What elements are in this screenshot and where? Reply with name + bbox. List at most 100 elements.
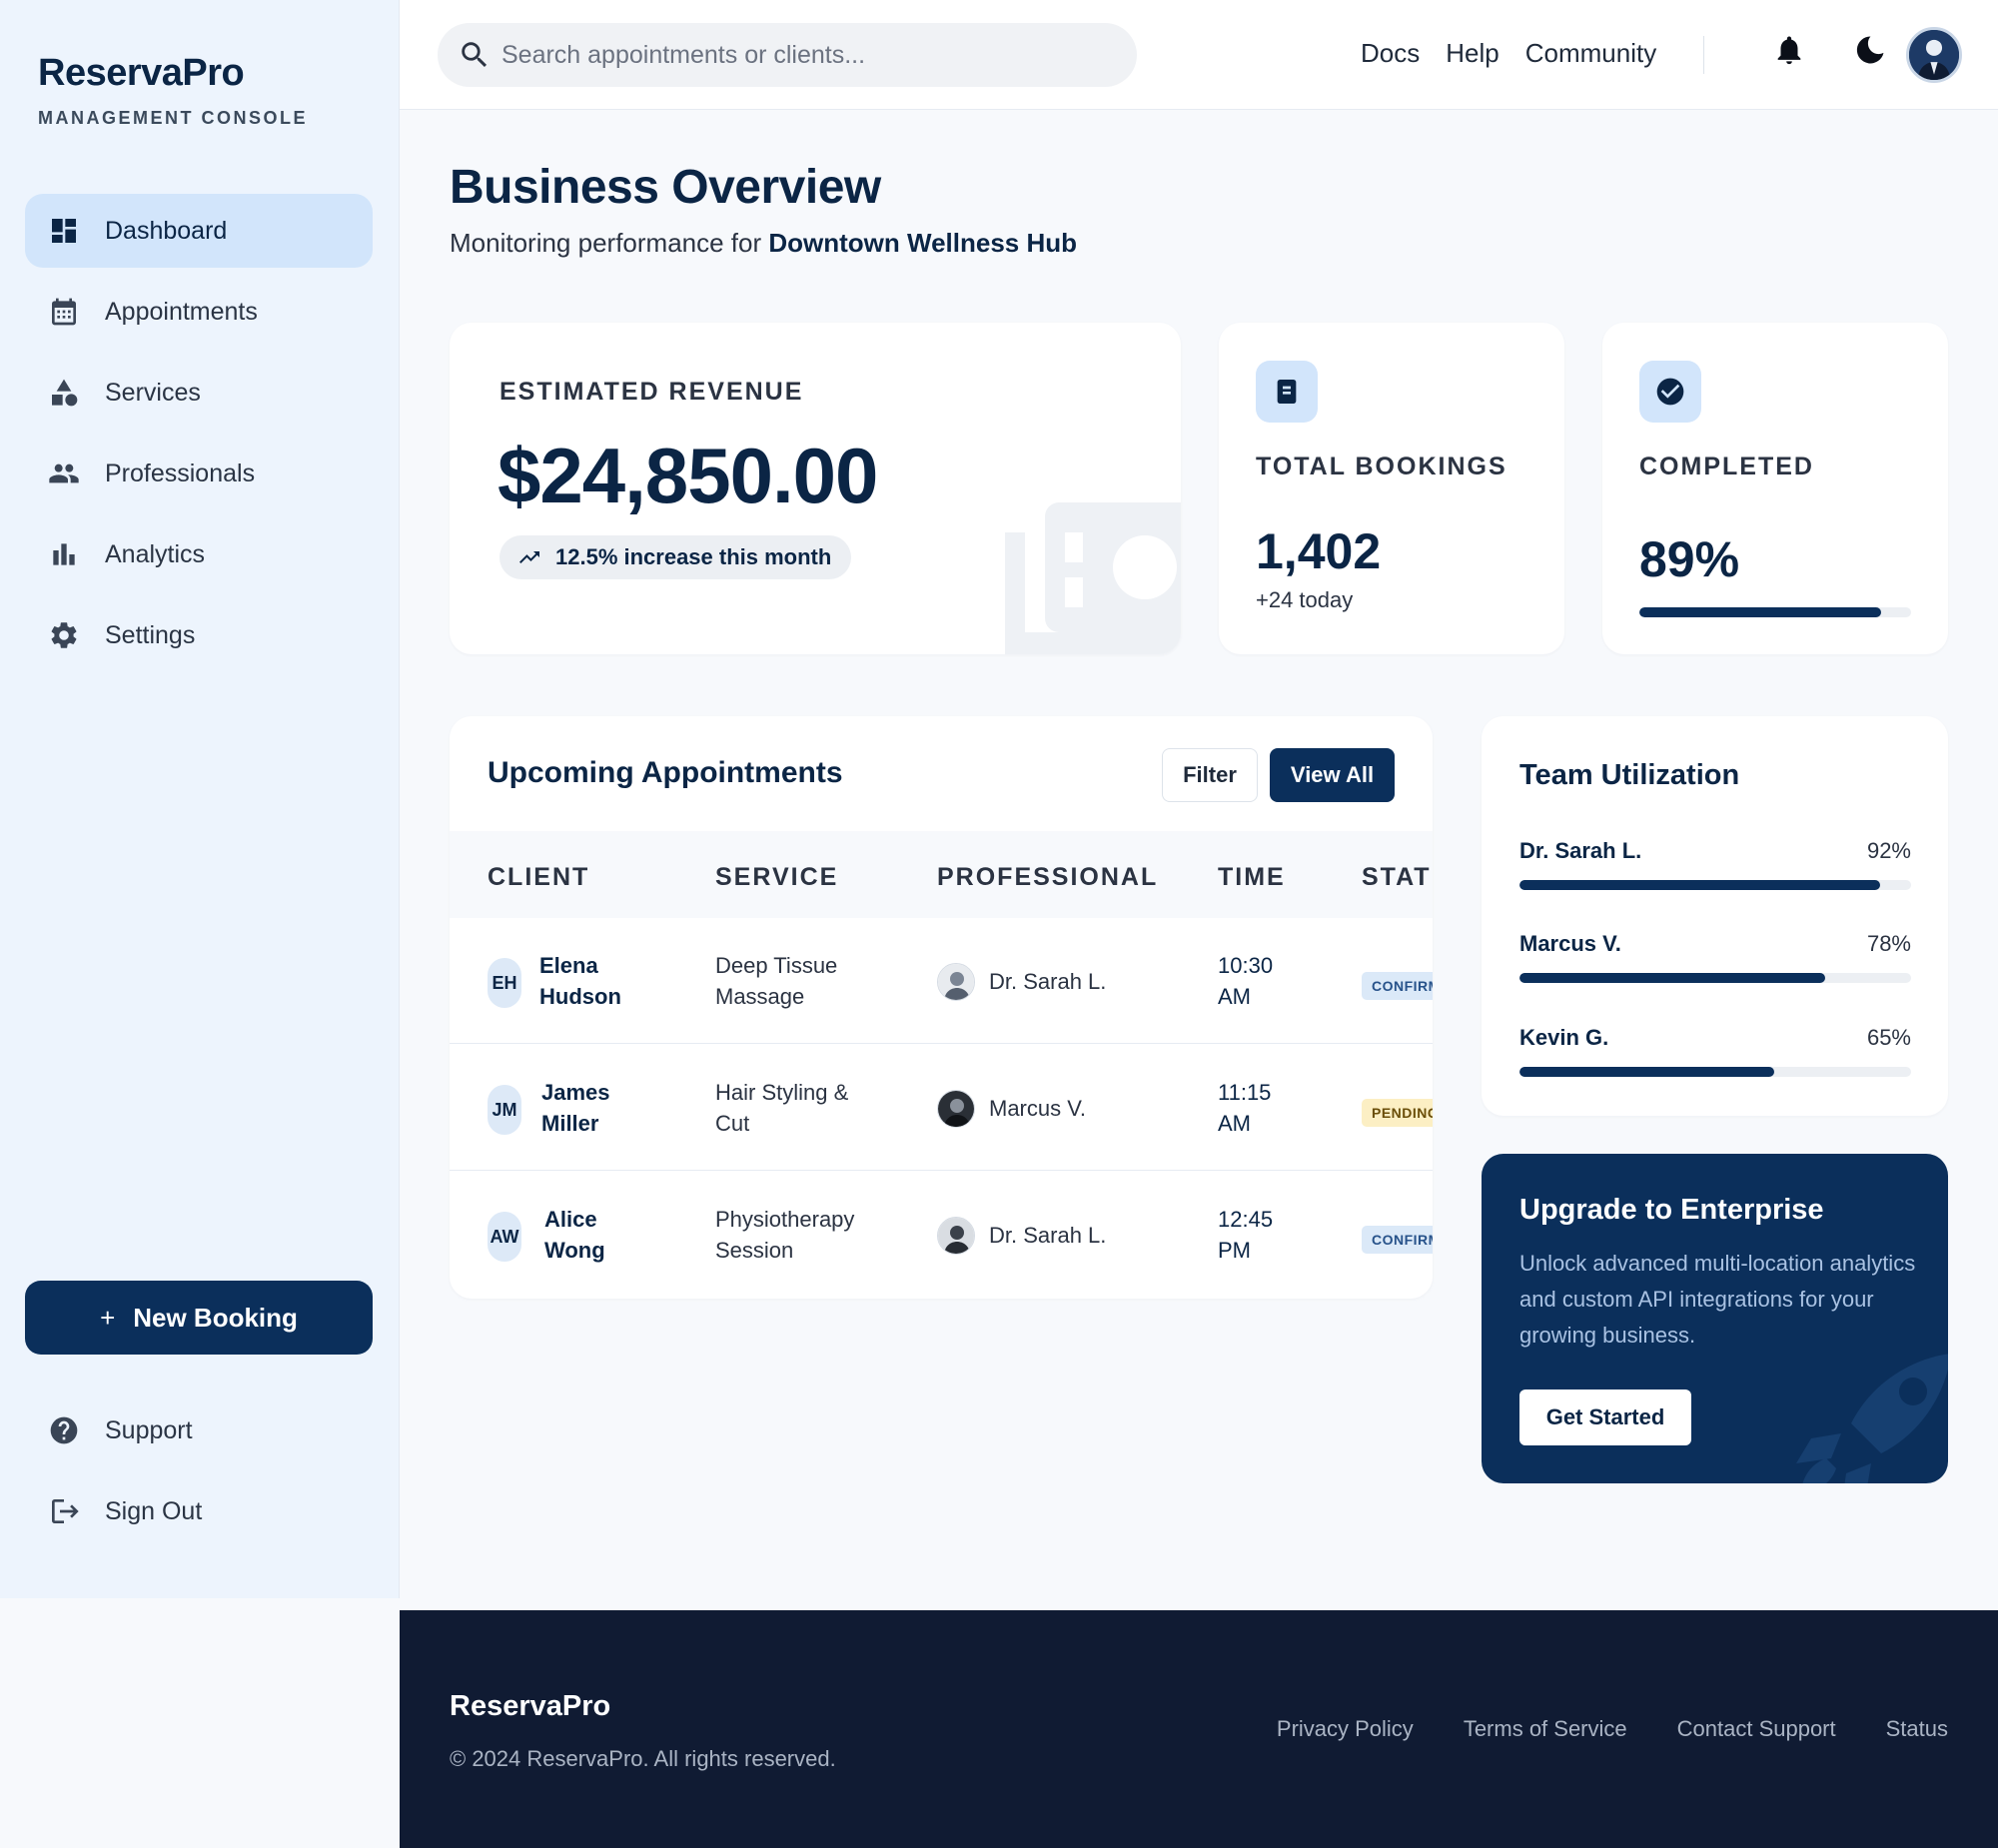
subtitle-prefix: Monitoring performance for bbox=[450, 228, 769, 258]
sidebar-item-label: Services bbox=[105, 378, 201, 407]
topbar: Docs Help Community bbox=[400, 0, 1998, 110]
column-header-service[interactable]: SERVICE bbox=[715, 863, 839, 891]
completed-label: COMPLETED bbox=[1639, 453, 1814, 480]
bar-chart-icon bbox=[47, 537, 81, 571]
group-icon bbox=[47, 457, 81, 490]
moon-icon[interactable] bbox=[1850, 30, 1890, 70]
bell-icon[interactable] bbox=[1769, 30, 1809, 70]
contact-support-link[interactable]: Contact Support bbox=[1676, 1716, 1836, 1741]
sidebar-item-label: Settings bbox=[105, 620, 196, 649]
client-name: Alice Wong bbox=[544, 1207, 605, 1263]
team-utilization-card: Team Utilization Dr. Sarah L. 92% Marcus… bbox=[1482, 716, 1948, 1116]
plus-icon: + bbox=[100, 1302, 116, 1333]
brand-logo[interactable]: ReservaPro bbox=[38, 52, 245, 94]
member-name: Marcus V. bbox=[1519, 931, 1621, 956]
completed-progress-bar bbox=[1639, 607, 1911, 617]
brand-subtitle: MANAGEMENT CONSOLE bbox=[38, 108, 308, 128]
member-name: Kevin G. bbox=[1519, 1025, 1609, 1050]
footer-links: Privacy Policy Terms of Service Contact … bbox=[1227, 1716, 1948, 1742]
member-percent: 92% bbox=[1866, 838, 1911, 863]
sidebar-item-settings[interactable]: Settings bbox=[25, 598, 373, 672]
bookings-label: TOTAL BOOKINGS bbox=[1256, 453, 1507, 480]
professional-name: Dr. Sarah L. bbox=[989, 1223, 1107, 1248]
view-all-button[interactable]: View All bbox=[1270, 748, 1395, 802]
new-booking-label: New Booking bbox=[133, 1302, 298, 1333]
client-initials: JM bbox=[488, 1085, 521, 1135]
new-booking-button[interactable]: + New Booking bbox=[25, 1281, 373, 1355]
table-row[interactable]: AW Alice Wong Physiotherapy Session Dr. … bbox=[450, 1172, 1433, 1298]
column-header-time[interactable]: TIME bbox=[1218, 863, 1286, 891]
page-title: Business Overview bbox=[450, 161, 881, 214]
table-row[interactable]: JM James Miller Hair Styling & Cut Marcu… bbox=[450, 1045, 1433, 1171]
upgrade-description: Unlock advanced multi-location analytics… bbox=[1519, 1251, 1916, 1348]
calendar-icon bbox=[47, 295, 81, 329]
search-box[interactable] bbox=[438, 23, 1137, 87]
column-header-professional[interactable]: PROFESSIONAL bbox=[937, 863, 1159, 891]
trending-up-icon bbox=[519, 551, 539, 563]
avatar[interactable] bbox=[1906, 27, 1962, 83]
status-badge: CONFIRMED bbox=[1362, 1226, 1433, 1254]
get-started-button[interactable]: Get Started bbox=[1519, 1389, 1691, 1445]
completed-value: 89% bbox=[1639, 531, 1740, 587]
footer: ReservaPro © 2024 ReservaPro. All rights… bbox=[400, 1610, 1998, 1848]
sidebar-item-sign-out[interactable]: Sign Out bbox=[25, 1474, 373, 1548]
status-link[interactable]: Status bbox=[1885, 1716, 1948, 1741]
appointment-time: 12:45 PM bbox=[1218, 1207, 1274, 1263]
sidebar: ReservaPro MANAGEMENT CONSOLE Dashboard … bbox=[0, 0, 400, 1598]
sidebar-item-appointments[interactable]: Appointments bbox=[25, 275, 373, 349]
revenue-trend-text: 12.5% increase this month bbox=[555, 544, 832, 569]
help-link[interactable]: Help bbox=[1446, 38, 1499, 68]
search-input[interactable] bbox=[501, 40, 1101, 70]
appointment-time: 10:30 AM bbox=[1218, 953, 1274, 1009]
client-initials: EH bbox=[488, 958, 521, 1008]
page-subtitle: Monitoring performance for Downtown Well… bbox=[450, 228, 1077, 259]
professional-photo bbox=[937, 963, 975, 1001]
completed-progress-fill bbox=[1639, 607, 1882, 617]
revenue-value: $24,850.00 bbox=[498, 432, 878, 519]
utilization-fill bbox=[1519, 1067, 1774, 1077]
column-header-client[interactable]: CLIENT bbox=[488, 863, 590, 891]
client-name: James Miller bbox=[541, 1080, 610, 1136]
appointments-title: Upcoming Appointments bbox=[488, 756, 843, 789]
column-header-status[interactable]: STATUS bbox=[1362, 863, 1433, 891]
revenue-trend-badge: 12.5% increase this month bbox=[500, 535, 852, 579]
logout-icon bbox=[47, 1494, 81, 1528]
category-icon bbox=[47, 376, 81, 410]
sidebar-item-analytics[interactable]: Analytics bbox=[25, 517, 373, 591]
service-name: Deep Tissue Massage bbox=[715, 953, 838, 1009]
booking-icon bbox=[1277, 380, 1297, 404]
search-icon bbox=[462, 42, 488, 68]
service-name: Physiotherapy Session bbox=[715, 1207, 855, 1263]
client-initials: AW bbox=[488, 1212, 521, 1262]
service-name: Hair Styling & Cut bbox=[715, 1080, 849, 1136]
upcoming-appointments-card: Upcoming Appointments Filter View All CL… bbox=[450, 716, 1433, 1299]
sidebar-item-support[interactable]: Support bbox=[25, 1393, 373, 1467]
upgrade-card: Upgrade to Enterprise Unlock advanced mu… bbox=[1482, 1154, 1948, 1483]
professional: Marcus V. bbox=[937, 1090, 1086, 1128]
sidebar-item-professionals[interactable]: Professionals bbox=[25, 437, 373, 510]
member-percent: 65% bbox=[1866, 1025, 1911, 1050]
sidebar-item-dashboard[interactable]: Dashboard bbox=[25, 194, 373, 268]
docs-link[interactable]: Docs bbox=[1361, 38, 1421, 68]
rocket-icon bbox=[1796, 1354, 1948, 1483]
professional-name: Dr. Sarah L. bbox=[989, 969, 1107, 994]
sidebar-bottom-nav: Support Sign Out bbox=[25, 1393, 373, 1555]
booking-badge bbox=[1256, 361, 1318, 423]
filter-button[interactable]: Filter bbox=[1162, 748, 1258, 802]
table-row[interactable]: EH Elena Hudson Deep Tissue Massage Dr. … bbox=[450, 918, 1433, 1044]
appointment-time: 11:15 AM bbox=[1218, 1080, 1272, 1136]
check-circle-icon bbox=[1656, 378, 1684, 406]
team-title: Team Utilization bbox=[1519, 759, 1740, 791]
bookings-today: +24 today bbox=[1256, 587, 1354, 612]
sidebar-nav: Dashboard Appointments Services Professi… bbox=[25, 194, 373, 679]
user-avatar-image bbox=[1909, 30, 1959, 80]
terms-of-service-link[interactable]: Terms of Service bbox=[1463, 1716, 1627, 1741]
community-link[interactable]: Community bbox=[1524, 38, 1657, 68]
footer-brand: ReservaPro bbox=[450, 1690, 611, 1722]
privacy-policy-link[interactable]: Privacy Policy bbox=[1276, 1716, 1414, 1741]
status-badge: CONFIRMED bbox=[1362, 972, 1433, 1000]
sidebar-item-label: Professionals bbox=[105, 459, 256, 487]
table-body: EH Elena Hudson Deep Tissue Massage Dr. … bbox=[450, 918, 1433, 1299]
utilization-bar bbox=[1519, 880, 1911, 890]
sidebar-item-services[interactable]: Services bbox=[25, 356, 373, 430]
